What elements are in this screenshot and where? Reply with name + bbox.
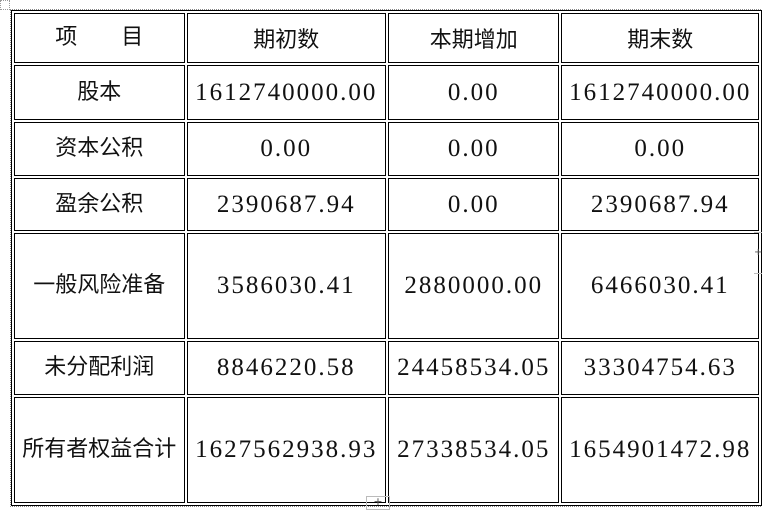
table-row: 股本 1612740000.00 0.00 1612740000.00: [14, 65, 759, 120]
row-increase: 0.00: [387, 122, 560, 176]
row-end: 0.00: [561, 122, 759, 176]
row-item: 盈余公积: [14, 178, 185, 231]
row-increase: 24458534.05: [387, 341, 560, 395]
row-end: 6466030.41: [561, 233, 759, 339]
table-row: 未分配利润 8846220.58 24458534.05 33304754.63: [14, 341, 759, 395]
table-row: 资本公积 0.00 0.00 0.00: [14, 122, 759, 176]
row-item: 一般风险准备: [14, 233, 185, 339]
table-row: 一般风险准备 3586030.41 2880000.00 6466030.41: [14, 233, 759, 339]
row-begin: 0.00: [186, 122, 386, 176]
table-header-row: 项 目 期初数 本期增加 期末数: [14, 13, 759, 63]
row-increase: 2880000.00: [387, 233, 560, 339]
row-item: 所有者权益合计: [14, 397, 185, 503]
row-increase: 27338534.05: [387, 397, 560, 503]
row-begin: 8846220.58: [186, 341, 386, 395]
row-increase: 0.00: [387, 178, 560, 231]
table-move-handle[interactable]: [0, 0, 10, 10]
table-row: 盈余公积 2390687.94 0.00 2390687.94: [14, 178, 759, 231]
add-column-button[interactable]: +: [754, 232, 762, 274]
header-increase: 本期增加: [387, 13, 560, 63]
row-item: 股本: [14, 65, 185, 120]
header-begin: 期初数: [186, 13, 386, 63]
table-row: 所有者权益合计 1627562938.93 27338534.05 165490…: [14, 397, 759, 503]
header-end: 期末数: [561, 13, 759, 63]
header-item: 项 目: [14, 13, 185, 63]
row-begin: 1612740000.00: [186, 65, 386, 120]
row-item: 资本公积: [14, 122, 185, 176]
row-end: 33304754.63: [561, 341, 759, 395]
row-end: 1654901472.98: [561, 397, 759, 503]
equity-table: 项 目 期初数 本期增加 期末数 股本 1612740000.00 0.00 1…: [10, 9, 762, 507]
row-end: 1612740000.00: [561, 65, 759, 120]
row-increase: 0.00: [387, 65, 560, 120]
row-item: 未分配利润: [14, 341, 185, 395]
row-begin: 2390687.94: [186, 178, 386, 231]
row-end: 2390687.94: [561, 178, 759, 231]
row-begin: 3586030.41: [186, 233, 386, 339]
row-begin: 1627562938.93: [186, 397, 386, 503]
